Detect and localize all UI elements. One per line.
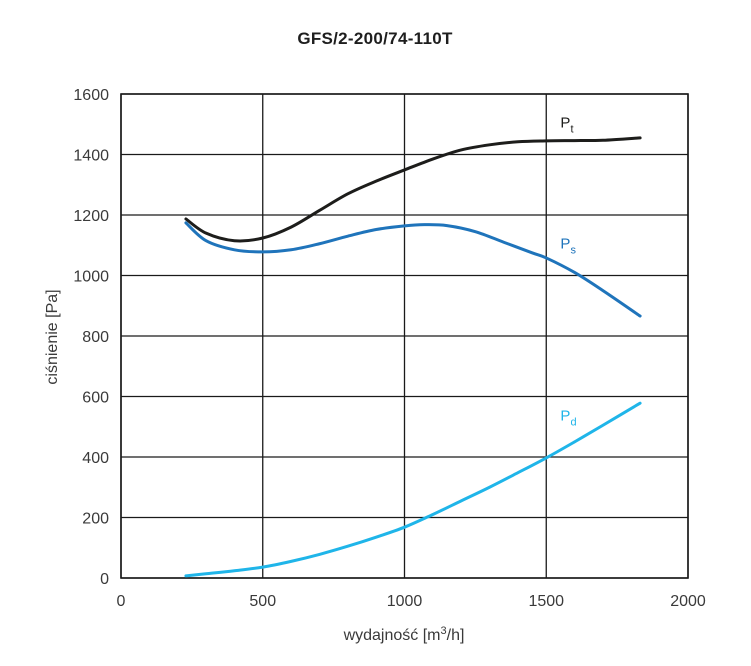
y-tick-label: 1400 (73, 148, 109, 165)
x-axis-label-main: wydajność [m (343, 627, 441, 644)
y-axis-ticks: 0 200 400 600 800 1000 1200 1400 1600 (73, 87, 109, 588)
x-tick-label: 2000 (670, 593, 706, 610)
x-axis-label-sup: 3 (441, 625, 447, 637)
y-tick-label: 1600 (73, 87, 109, 104)
plot-frame (120, 93, 689, 579)
series-label-pd: Pd (560, 408, 576, 429)
y-tick-label: 1200 (73, 208, 109, 225)
x-tick-label: 1500 (528, 593, 564, 610)
x-axis-label-end: /h] (447, 627, 465, 644)
series-label-sub: t (570, 123, 573, 135)
series-label-ps: Ps (560, 235, 576, 256)
series-label-main: P (560, 408, 570, 425)
series-lines (184, 136, 642, 578)
x-tick-label: 1000 (387, 593, 423, 610)
series-line-pt (184, 136, 642, 243)
series-label-sub: s (570, 244, 576, 256)
grid (120, 93, 689, 579)
x-tick-label: 0 (117, 593, 126, 610)
series-line-ps (184, 221, 642, 318)
y-tick-label: 600 (82, 390, 109, 407)
y-tick-label: 400 (82, 450, 109, 467)
y-tick-label: 0 (100, 571, 109, 588)
y-tick-label: 1000 (73, 269, 109, 286)
series-label-pt: Pt (560, 114, 573, 135)
y-tick-label: 200 (82, 511, 109, 528)
y-axis-label: ciśnienie [Pa] (44, 289, 61, 384)
chart-title: GFS/2-200/74-110T (297, 29, 453, 48)
series-label-main: P (560, 235, 570, 252)
series-label-sub: d (570, 417, 576, 429)
series-line-pd (184, 401, 642, 578)
series-label-main: P (560, 114, 570, 131)
y-tick-label: 800 (82, 329, 109, 346)
x-axis-ticks: 0 500 1000 1500 2000 (117, 593, 706, 610)
x-axis-label: wydajność [m3/h] (343, 625, 465, 644)
x-tick-label: 500 (249, 593, 276, 610)
